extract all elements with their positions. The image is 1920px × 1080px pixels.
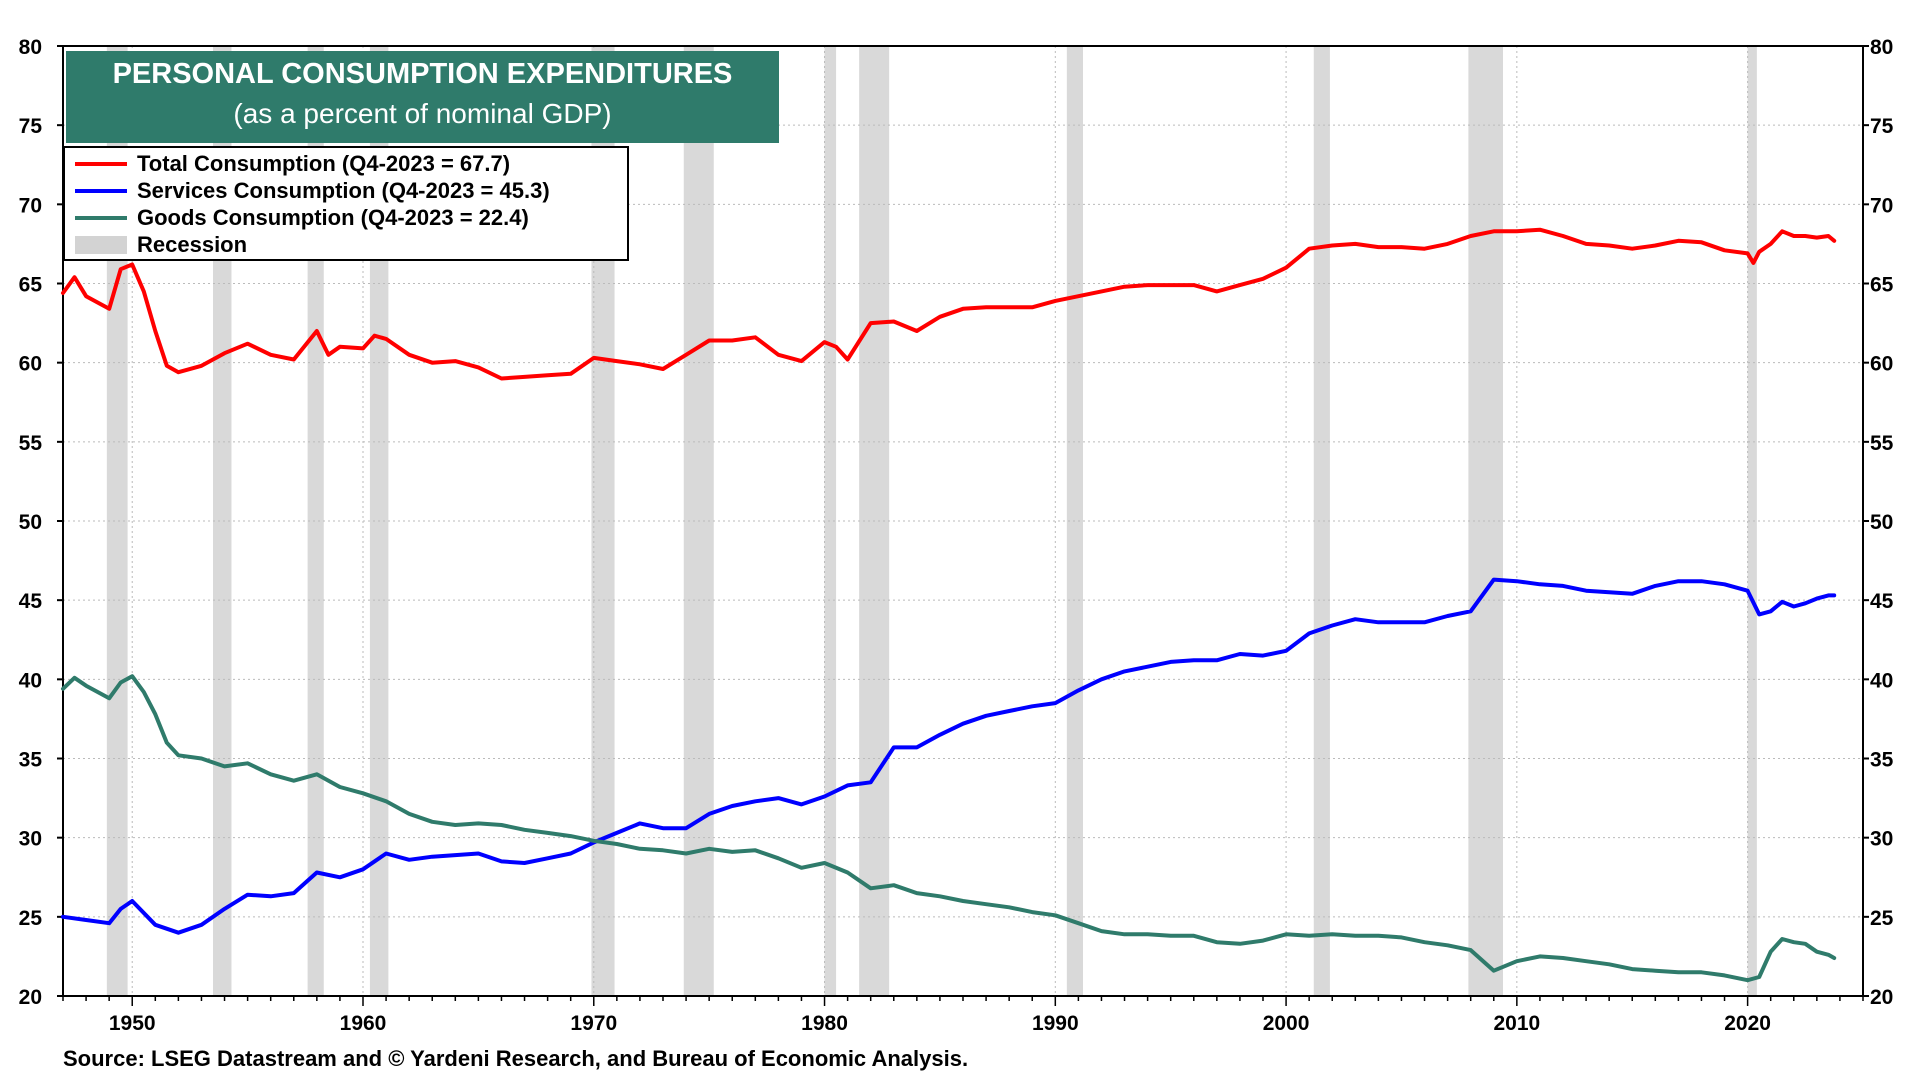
y-tick-label-left: 50 (19, 511, 42, 534)
x-tick-label: 2000 (1263, 1012, 1310, 1035)
series-line-services-consumption (61, 577, 1837, 935)
recession-band-6 (824, 46, 837, 996)
y-tick-label-left: 75 (19, 115, 43, 138)
y-tick-label-left: 70 (19, 194, 42, 217)
y-tick-label-right: 40 (1870, 669, 1893, 692)
y-tick-label-left: 65 (19, 274, 43, 297)
legend-item-total: Total Consumption (Q4-2023 = 67.7) (75, 151, 510, 177)
recession-band-0 (106, 46, 128, 996)
legend-label-recession: Recession (137, 232, 248, 257)
y-tick-label-left: 60 (19, 353, 42, 376)
y-tick-label-right: 80 (1870, 36, 1893, 59)
y-tick-label-right: 70 (1870, 194, 1893, 217)
y-tick-label-left: 80 (19, 36, 42, 59)
y-tick-label-right: 75 (1870, 115, 1894, 138)
legend-item-goods: Goods Consumption (Q4-2023 = 22.4) (75, 205, 529, 231)
x-tick-label: 2020 (1724, 1012, 1771, 1035)
recession-band-1 (213, 46, 232, 996)
y-tick-label-right: 50 (1870, 511, 1893, 534)
y-tick-label-right: 45 (1870, 590, 1894, 613)
chart-title: PERSONAL CONSUMPTION EXPENDITURES (112, 58, 733, 90)
legend-item-recession: Recession (75, 232, 247, 258)
legend-label-services: Services Consumption (Q4-2023 = 45.3) (137, 178, 550, 203)
y-tick-label-right: 20 (1870, 986, 1893, 1009)
y-tick-label-right: 25 (1870, 907, 1894, 930)
y-tick-label-left: 25 (19, 907, 43, 930)
source-note: Source: LSEG Datastream and © Yardeni Re… (63, 1046, 969, 1071)
legend: Total Consumption (Q4-2023 = 67.7) Servi… (63, 146, 629, 261)
chart-title-box: PERSONAL CONSUMPTION EXPENDITURES (as a … (66, 51, 779, 143)
series-line-goods-consumption (61, 674, 1837, 983)
x-tick-label: 1960 (340, 1012, 387, 1035)
legend-swatch-recession (75, 236, 127, 254)
y-tick-label-left: 30 (19, 828, 42, 851)
x-tick-label: 1950 (109, 1012, 156, 1035)
y-tick-label-left: 45 (19, 590, 43, 613)
series-line-total-consumption (61, 227, 1837, 381)
y-tick-label-right: 65 (1870, 274, 1894, 297)
recession-band-11 (1747, 46, 1757, 996)
y-tick-label-left: 55 (19, 432, 43, 455)
legend-swatch-services (75, 189, 127, 193)
y-tick-label-right: 35 (1870, 749, 1894, 772)
y-tick-label-left: 35 (19, 749, 43, 772)
recession-band-9 (1313, 46, 1330, 996)
y-tick-label-left: 40 (19, 669, 42, 692)
legend-label-goods: Goods Consumption (Q4-2023 = 22.4) (137, 205, 529, 230)
legend-swatch-goods (75, 216, 127, 220)
y-tick-label-right: 30 (1870, 828, 1893, 851)
data-series (61, 227, 1837, 983)
chart-subtitle: (as a percent of nominal GDP) (233, 98, 612, 129)
legend-label-total: Total Consumption (Q4-2023 = 67.7) (137, 151, 511, 176)
y-tick-label-right: 60 (1870, 353, 1893, 376)
legend-swatch-total (75, 162, 127, 166)
x-tick-label: 1980 (801, 1012, 848, 1035)
legend-item-services: Services Consumption (Q4-2023 = 45.3) (75, 178, 550, 204)
x-tick-label: 1990 (1032, 1012, 1079, 1035)
y-tick-label-right: 55 (1870, 432, 1894, 455)
x-tick-label: 1970 (570, 1012, 617, 1035)
x-tick-label: 2010 (1493, 1012, 1540, 1035)
y-tick-label-left: 20 (19, 986, 42, 1009)
